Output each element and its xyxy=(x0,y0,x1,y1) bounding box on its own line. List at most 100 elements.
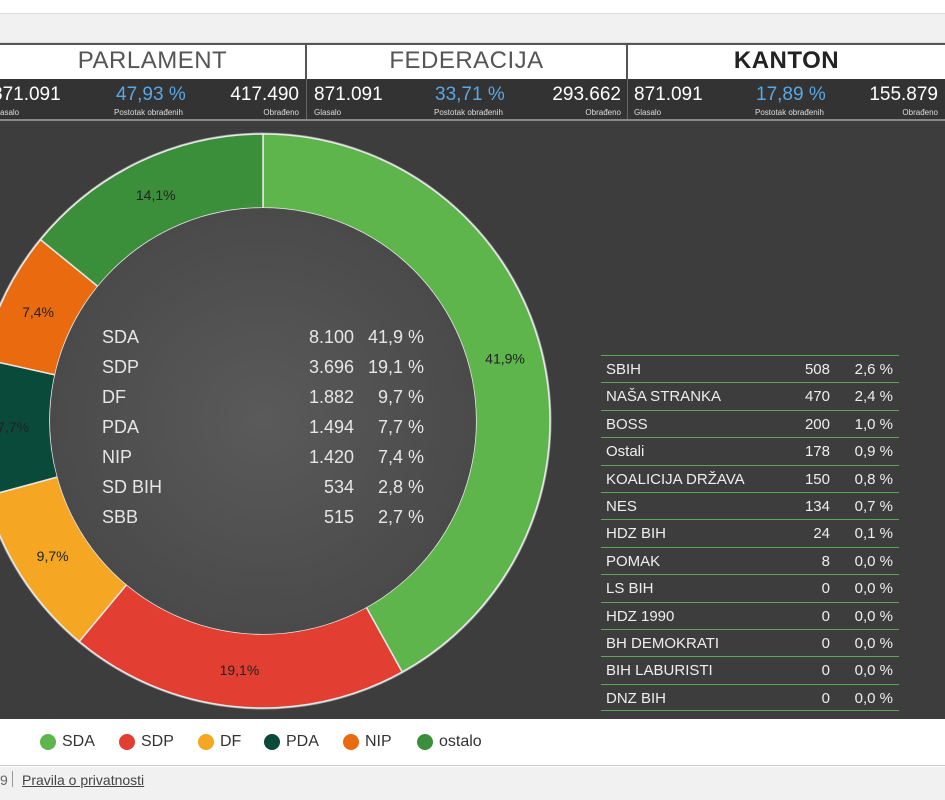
slice-label-df: 9,7% xyxy=(37,548,69,564)
table-row: HDZ BIH 24 0,1 % xyxy=(601,519,899,546)
legend-dot-icon xyxy=(119,734,135,750)
table-row: Ostali 178 0,9 % xyxy=(601,437,899,464)
center-party-votes: 3.696 xyxy=(309,357,354,377)
party-name: SBIH xyxy=(606,361,642,378)
party-votes: 0 xyxy=(821,607,830,625)
party-votes: 0 xyxy=(821,634,830,652)
footer: 9 Pravila o privatnosti xyxy=(0,767,945,800)
election-tabs: PARLAMENT FEDERACIJA KANTON xyxy=(0,43,945,79)
center-party-percent: 2,7 % xyxy=(378,507,424,527)
center-party-votes: 1.420 xyxy=(309,447,354,467)
party-percent: 0,0 % xyxy=(854,634,893,652)
party-votes: 508 xyxy=(804,361,830,378)
copyright-text: 9 xyxy=(0,772,8,788)
top-bar xyxy=(0,13,945,43)
tab-federacija[interactable]: FEDERACIJA xyxy=(307,43,628,79)
processed-percent: 17,89 % xyxy=(756,84,826,105)
party-percent: 2,6 % xyxy=(854,361,893,378)
processed-percent-label: Postotak obrađenih xyxy=(434,108,503,117)
center-party-votes: 1.494 xyxy=(309,417,354,437)
slice-label-sda: 41,9% xyxy=(485,350,525,366)
party-percent: 0,0 % xyxy=(854,580,893,598)
processed-percent-label: Postotak obrađenih xyxy=(114,108,183,117)
legend-dot-icon xyxy=(343,734,359,750)
legend-item-sdp[interactable]: SDP xyxy=(119,733,174,751)
party-votes: 8 xyxy=(821,552,830,570)
legend-item-pda[interactable]: PDA xyxy=(264,733,319,751)
party-percent: 0,0 % xyxy=(854,607,893,625)
legend-label: SDA xyxy=(62,733,95,750)
party-votes: 134 xyxy=(804,497,830,515)
party-name: LS BIH xyxy=(606,580,654,598)
voted-value: 871.091 xyxy=(0,84,61,105)
party-votes: 178 xyxy=(804,443,830,461)
center-party-percent: 19,1 % xyxy=(368,357,424,377)
table-row: BH DEMOKRATI 0 0,0 % xyxy=(601,628,899,656)
party-name: POMAK xyxy=(606,552,661,570)
voted-value: 871.091 xyxy=(314,84,383,105)
table-row: NAŠA STRANKA 470 2,4 % xyxy=(601,382,899,409)
center-party-percent: 7,7 % xyxy=(378,417,424,437)
center-party-percent: 7,4 % xyxy=(378,447,424,467)
table-row: POMAK 8 0,0 % xyxy=(601,546,899,574)
center-party-percent: 41,9 % xyxy=(368,327,424,347)
party-name: BH DEMOKRATI xyxy=(606,634,720,652)
party-votes: 0 xyxy=(821,580,830,598)
table-row: DNZ BIH 0 0,0 % xyxy=(601,683,899,712)
processed-percent-label: Postotak obrađenih xyxy=(755,108,824,117)
processed-label: Obrađeno xyxy=(263,108,299,117)
table-row: SBIH 508 2,6 % xyxy=(601,355,899,382)
processed-value: 417.490 xyxy=(230,84,299,105)
center-party-name: PDA xyxy=(102,417,139,437)
voted-label: Glasalo xyxy=(0,108,20,117)
center-party-percent: 9,7 % xyxy=(378,387,424,407)
party-votes: 0 xyxy=(821,662,830,680)
party-percent: 2,4 % xyxy=(854,388,893,406)
center-party-name: DF xyxy=(102,387,126,407)
center-party-name: SDP xyxy=(102,357,139,377)
legend-label: NIP xyxy=(365,733,392,750)
table-row: BOSS 200 1,0 % xyxy=(601,409,899,437)
party-name: NES xyxy=(606,497,637,515)
voted-label: Glasalo xyxy=(634,108,662,117)
slice-label-nip: 7,4% xyxy=(22,304,54,320)
party-percent: 0,8 % xyxy=(854,470,893,488)
stats-parlament: 871.091 Glasalo 47,93 % Postotak obrađen… xyxy=(0,79,307,119)
party-percent: 0,0 % xyxy=(854,662,893,680)
privacy-policy-link[interactable]: Pravila o privatnosti xyxy=(22,772,145,788)
party-votes: 200 xyxy=(804,415,830,433)
center-party-votes: 8.100 xyxy=(309,327,354,347)
tab-kanton[interactable]: KANTON xyxy=(628,43,945,79)
center-party-name: SD BIH xyxy=(102,477,162,497)
stats-kanton: 871.091 Glasalo 17,89 % Postotak obrađen… xyxy=(628,79,945,119)
legend-label: ostalo xyxy=(439,733,482,750)
processed-label: Obrađeno xyxy=(585,108,621,117)
voted-value: 871.091 xyxy=(634,84,703,105)
legend-item-sda[interactable]: SDA xyxy=(40,733,95,751)
table-row: KOALICIJA DRŽAVA 150 0,8 % xyxy=(601,464,899,492)
chart-legend: SDA SDP DF PDA NIP ostalo xyxy=(0,719,945,766)
legend-dot-icon xyxy=(198,734,214,750)
party-name: NAŠA STRANKA xyxy=(606,388,722,406)
party-name: Ostali xyxy=(606,443,645,461)
tab-parlament[interactable]: PARLAMENT xyxy=(0,43,307,79)
slice-label-ostalo: 14,1% xyxy=(136,187,176,203)
legend-dot-icon xyxy=(40,734,56,750)
center-party-votes: 515 xyxy=(324,507,354,527)
legend-item-ostalo[interactable]: ostalo xyxy=(417,733,482,751)
processed-value: 293.662 xyxy=(552,84,621,105)
results-donut-chart: 41,9% 19,1% 9,7% 7,7% 7,4% 14,1% SDA 8.100 41,9… xyxy=(0,132,552,710)
processed-percent: 33,71 % xyxy=(435,84,505,105)
legend-item-df[interactable]: DF xyxy=(198,733,241,751)
voted-label: Glasalo xyxy=(314,108,342,117)
party-percent: 1,0 % xyxy=(854,415,893,433)
party-votes: 470 xyxy=(804,388,830,406)
other-parties-table: SBIH 508 2,6 % NAŠA STRANKA 470 2,4 % BOSS 200 1… xyxy=(601,355,899,712)
party-votes: 0 xyxy=(821,689,830,707)
processed-value: 155.879 xyxy=(869,84,938,105)
center-party-name: SDA xyxy=(102,327,139,347)
legend-item-nip[interactable]: NIP xyxy=(343,733,392,751)
processed-label: Obrađeno xyxy=(902,108,938,117)
top-strip xyxy=(0,0,945,13)
legend-label: SDP xyxy=(141,733,174,750)
